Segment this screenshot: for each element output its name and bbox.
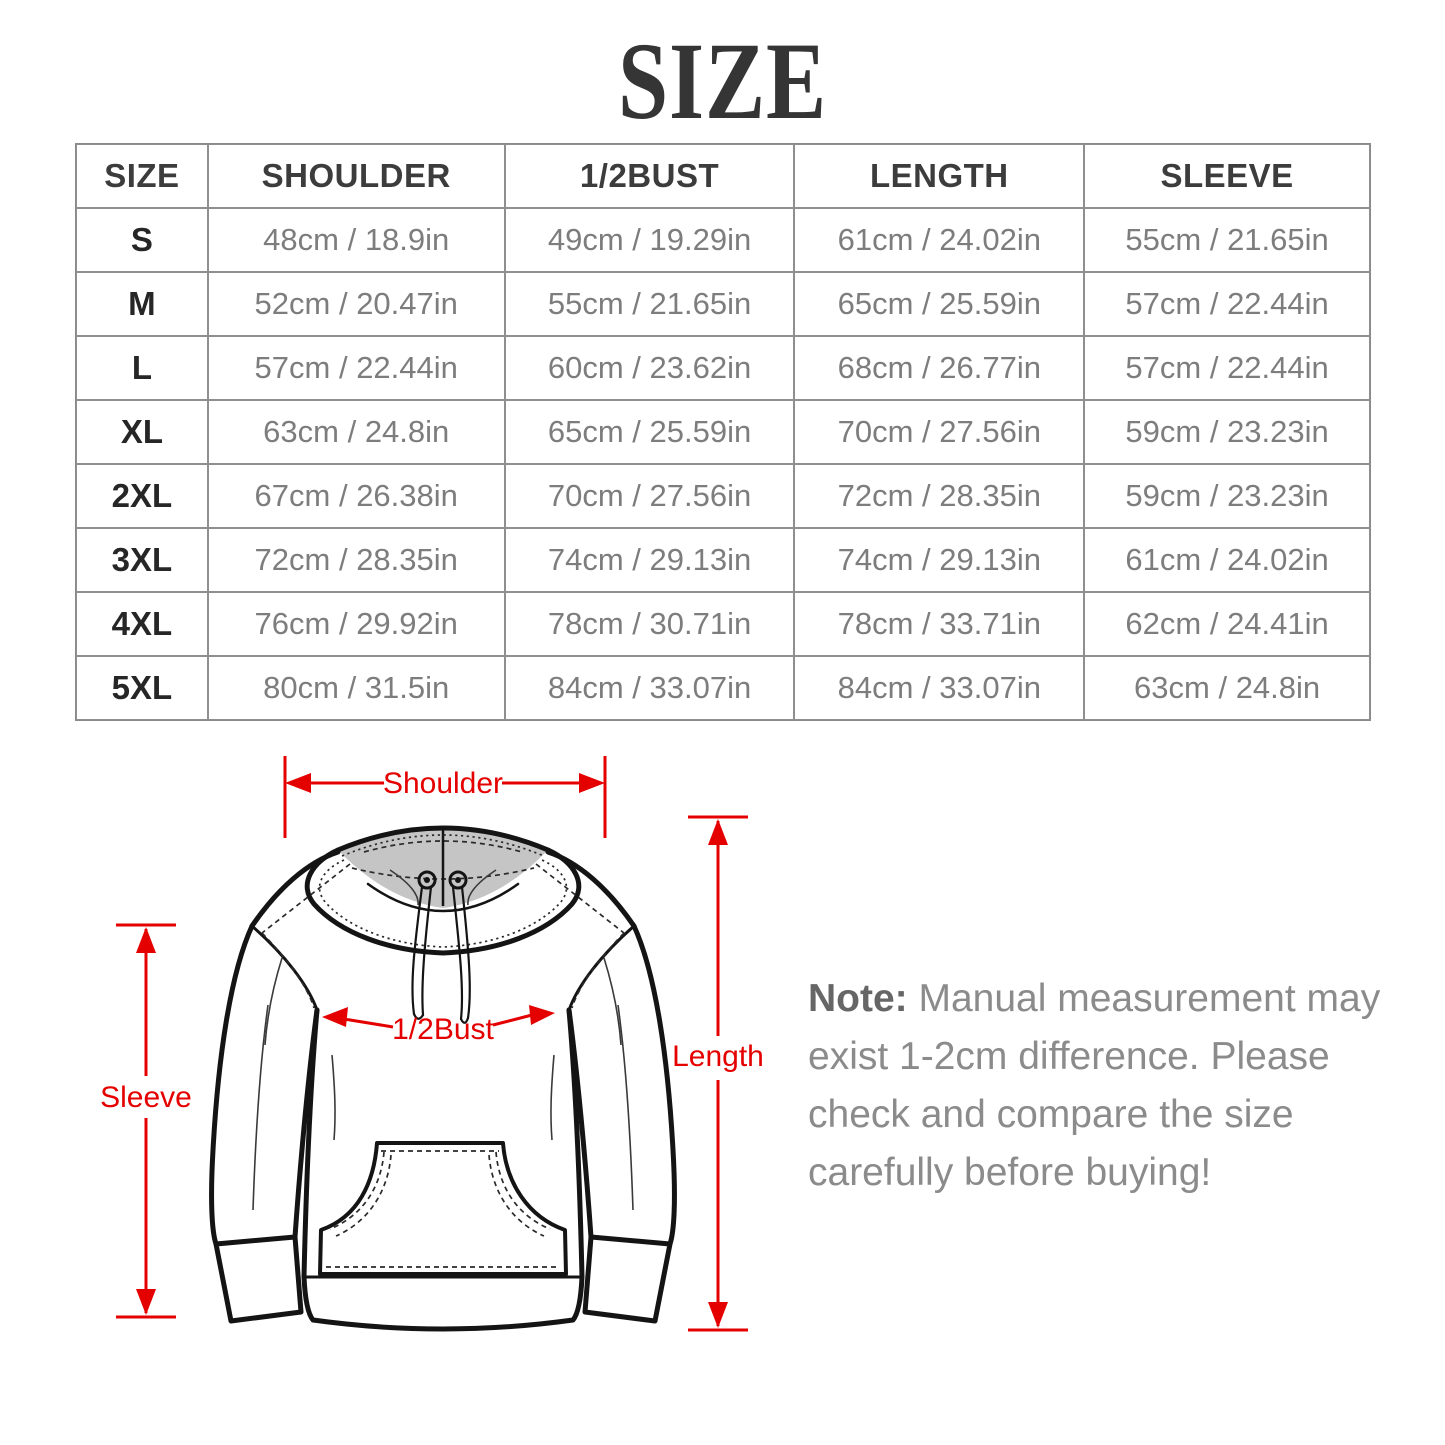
table-row: XL 63cm / 24.8in 65cm / 25.59in 70cm / 2…	[76, 400, 1370, 464]
note-line: check and compare the size	[808, 1093, 1294, 1136]
cell-sleeve: 59cm / 23.23in	[1084, 464, 1370, 528]
cell-size: 3XL	[76, 528, 208, 592]
right-grommet	[448, 870, 468, 890]
cell-length: 78cm / 33.71in	[794, 592, 1085, 656]
table-row: L 57cm / 22.44in 60cm / 23.62in 68cm / 2…	[76, 336, 1370, 400]
note-line: Note: Manual measurement may	[808, 977, 1381, 1020]
cell-shoulder: 63cm / 24.8in	[207, 400, 505, 464]
cell-sleeve: 59cm / 23.23in	[1084, 400, 1370, 464]
cell-half-bust: 49cm / 19.29in	[504, 208, 795, 272]
cell-sleeve: 62cm / 24.41in	[1084, 592, 1370, 656]
drawstrings	[411, 885, 471, 1024]
half-bust-label: 1/2Bust	[392, 1013, 494, 1046]
header-shoulder: SHOULDER	[207, 144, 505, 208]
header-sleeve: SLEEVE	[1084, 144, 1370, 208]
cell-shoulder: 67cm / 26.38in	[207, 464, 505, 528]
cell-shoulder: 80cm / 31.5in	[207, 656, 505, 720]
table-row: 3XL 72cm / 28.35in 74cm / 29.13in 74cm /…	[76, 528, 1370, 592]
collar-outer	[304, 847, 582, 956]
cell-sleeve: 55cm / 21.65in	[1084, 208, 1370, 272]
left-cuff	[213, 1234, 304, 1324]
cell-sleeve: 57cm / 22.44in	[1084, 272, 1370, 336]
cell-size: 5XL	[76, 656, 208, 720]
table-row: S 48cm / 18.9in 49cm / 19.29in 61cm / 24…	[76, 208, 1370, 272]
cell-length: 61cm / 24.02in	[794, 208, 1085, 272]
table-row: 5XL 80cm / 31.5in 84cm / 33.07in 84cm / …	[76, 656, 1370, 720]
cell-length: 72cm / 28.35in	[794, 464, 1085, 528]
sleeve-label: Sleeve	[100, 1081, 192, 1114]
right-sleeve	[631, 923, 677, 1247]
cell-size: 2XL	[76, 464, 208, 528]
cell-size: XL	[76, 400, 208, 464]
table-header-row: SIZE SHOULDER 1/2BUST LENGTH SLEEVE	[76, 144, 1370, 208]
cell-length: 70cm / 27.56in	[794, 400, 1085, 464]
left-shoulder	[249, 849, 341, 929]
half-bust-arrow: 1/2Bust	[322, 1005, 555, 1046]
length-arrow: Length	[672, 815, 764, 1332]
table-row: 2XL 67cm / 26.38in 70cm / 27.56in 72cm /…	[76, 464, 1370, 528]
cell-size: 4XL	[76, 592, 208, 656]
length-label: Length	[672, 1040, 764, 1073]
cell-size: M	[76, 272, 208, 336]
right-cuff	[582, 1234, 673, 1324]
cell-length: 84cm / 33.07in	[794, 656, 1085, 720]
hood-rim	[335, 825, 551, 853]
cell-shoulder: 76cm / 29.92in	[207, 592, 505, 656]
cell-size: L	[76, 336, 208, 400]
sleeve-arrow: Sleeve	[100, 923, 192, 1319]
header-size: SIZE	[76, 144, 208, 208]
cell-half-bust: 70cm / 27.56in	[504, 464, 795, 528]
cell-length: 74cm / 29.13in	[794, 528, 1085, 592]
cell-shoulder: 52cm / 20.47in	[207, 272, 505, 336]
cell-shoulder: 72cm / 28.35in	[207, 528, 505, 592]
header-length: LENGTH	[794, 144, 1085, 208]
note-block: Note: Manual measurement may exist 1-2cm…	[808, 970, 1418, 1202]
kangaroo-pocket	[318, 1141, 568, 1276]
cell-half-bust: 65cm / 25.59in	[504, 400, 795, 464]
page-title: SIZE	[618, 20, 827, 142]
note-line: exist 1-2cm difference. Please	[808, 1035, 1330, 1078]
cell-size: S	[76, 208, 208, 272]
cell-sleeve: 61cm / 24.02in	[1084, 528, 1370, 592]
note-line: carefully before buying!	[808, 1151, 1212, 1194]
collar-inner	[366, 882, 520, 913]
cell-half-bust: 78cm / 30.71in	[504, 592, 795, 656]
cell-half-bust: 55cm / 21.65in	[504, 272, 795, 336]
shoulder-arrow: Shoulder	[283, 756, 607, 838]
cell-sleeve: 57cm / 22.44in	[1084, 336, 1370, 400]
size-table: SIZE SHOULDER 1/2BUST LENGTH SLEEVE S 48…	[75, 143, 1371, 721]
cell-half-bust: 74cm / 29.13in	[504, 528, 795, 592]
cell-length: 68cm / 26.77in	[794, 336, 1085, 400]
table-row: M 52cm / 20.47in 55cm / 21.65in 65cm / 2…	[76, 272, 1370, 336]
cell-length: 65cm / 25.59in	[794, 272, 1085, 336]
cell-shoulder: 48cm / 18.9in	[207, 208, 505, 272]
note-label: Note:	[808, 977, 908, 1020]
cell-sleeve: 63cm / 24.8in	[1084, 656, 1370, 720]
cell-half-bust: 60cm / 23.62in	[504, 336, 795, 400]
header-half-bust: 1/2BUST	[504, 144, 795, 208]
measurement-annotations: Shoulder Sleeve Length	[100, 756, 764, 1332]
cell-shoulder: 57cm / 22.44in	[207, 336, 505, 400]
cell-half-bust: 84cm / 33.07in	[504, 656, 795, 720]
shoulder-label: Shoulder	[383, 767, 503, 800]
left-sleeve	[209, 923, 255, 1247]
left-grommet	[417, 870, 437, 890]
hoodie-drawing	[209, 825, 677, 1332]
table-row: 4XL 76cm / 29.92in 78cm / 30.71in 78cm /…	[76, 592, 1370, 656]
hem-band	[301, 1274, 585, 1332]
right-shoulder	[545, 849, 637, 929]
